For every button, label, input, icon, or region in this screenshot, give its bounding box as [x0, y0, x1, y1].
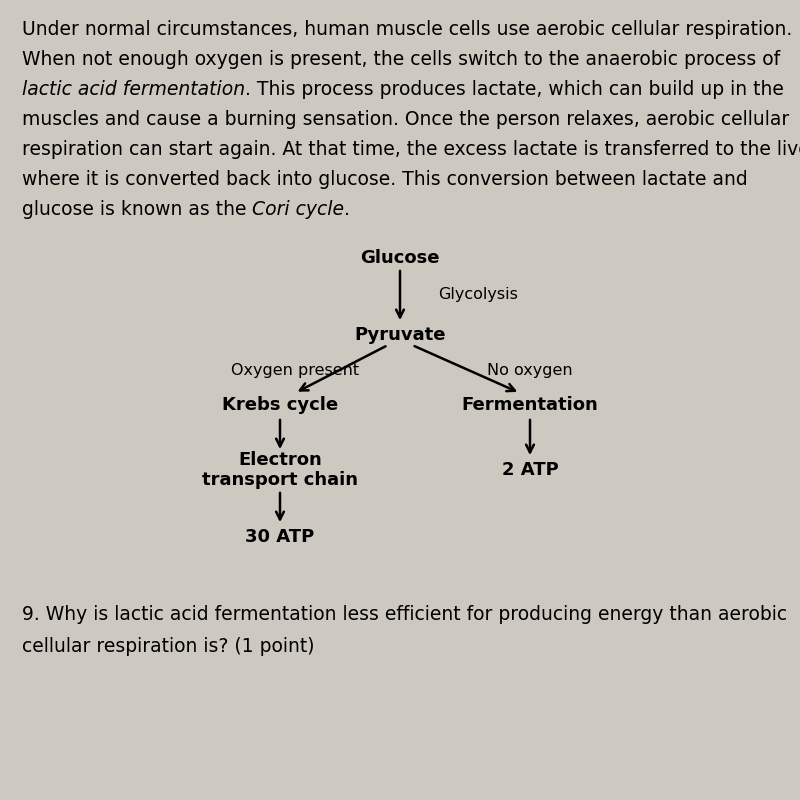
- Text: Glucose: Glucose: [360, 249, 440, 267]
- Text: where it is converted back into glucose. This conversion between lactate and: where it is converted back into glucose.…: [22, 170, 748, 189]
- Text: .: .: [345, 200, 350, 219]
- Text: lactic acid fermentation: lactic acid fermentation: [22, 80, 245, 99]
- Text: Glycolysis: Glycolysis: [438, 287, 518, 302]
- Text: Pyruvate: Pyruvate: [354, 326, 446, 344]
- Text: 30 ATP: 30 ATP: [246, 528, 314, 546]
- Text: Electron
transport chain: Electron transport chain: [202, 450, 358, 490]
- Text: Cori cycle: Cori cycle: [253, 200, 345, 219]
- Text: Fermentation: Fermentation: [462, 396, 598, 414]
- Text: When not enough oxygen is present, the cells switch to the anaerobic process of: When not enough oxygen is present, the c…: [22, 50, 780, 69]
- Text: glucose is known as the: glucose is known as the: [22, 200, 253, 219]
- Text: respiration can start again. At that time, the excess lactate is transferred to : respiration can start again. At that tim…: [22, 140, 800, 159]
- Text: No oxygen: No oxygen: [487, 362, 573, 378]
- Text: muscles and cause a burning sensation. Once the person relaxes, aerobic cellular: muscles and cause a burning sensation. O…: [22, 110, 790, 129]
- Text: 9. Why is lactic acid fermentation less efficient for producing energy than aero: 9. Why is lactic acid fermentation less …: [22, 605, 787, 624]
- Text: Oxygen present: Oxygen present: [231, 362, 359, 378]
- Text: Under normal circumstances, human muscle cells use aerobic cellular respiration.: Under normal circumstances, human muscle…: [22, 20, 792, 39]
- Text: . This process produces lactate, which can build up in the: . This process produces lactate, which c…: [245, 80, 784, 99]
- Text: cellular respiration is? (1 point): cellular respiration is? (1 point): [22, 637, 314, 656]
- Text: Krebs cycle: Krebs cycle: [222, 396, 338, 414]
- Text: 2 ATP: 2 ATP: [502, 461, 558, 479]
